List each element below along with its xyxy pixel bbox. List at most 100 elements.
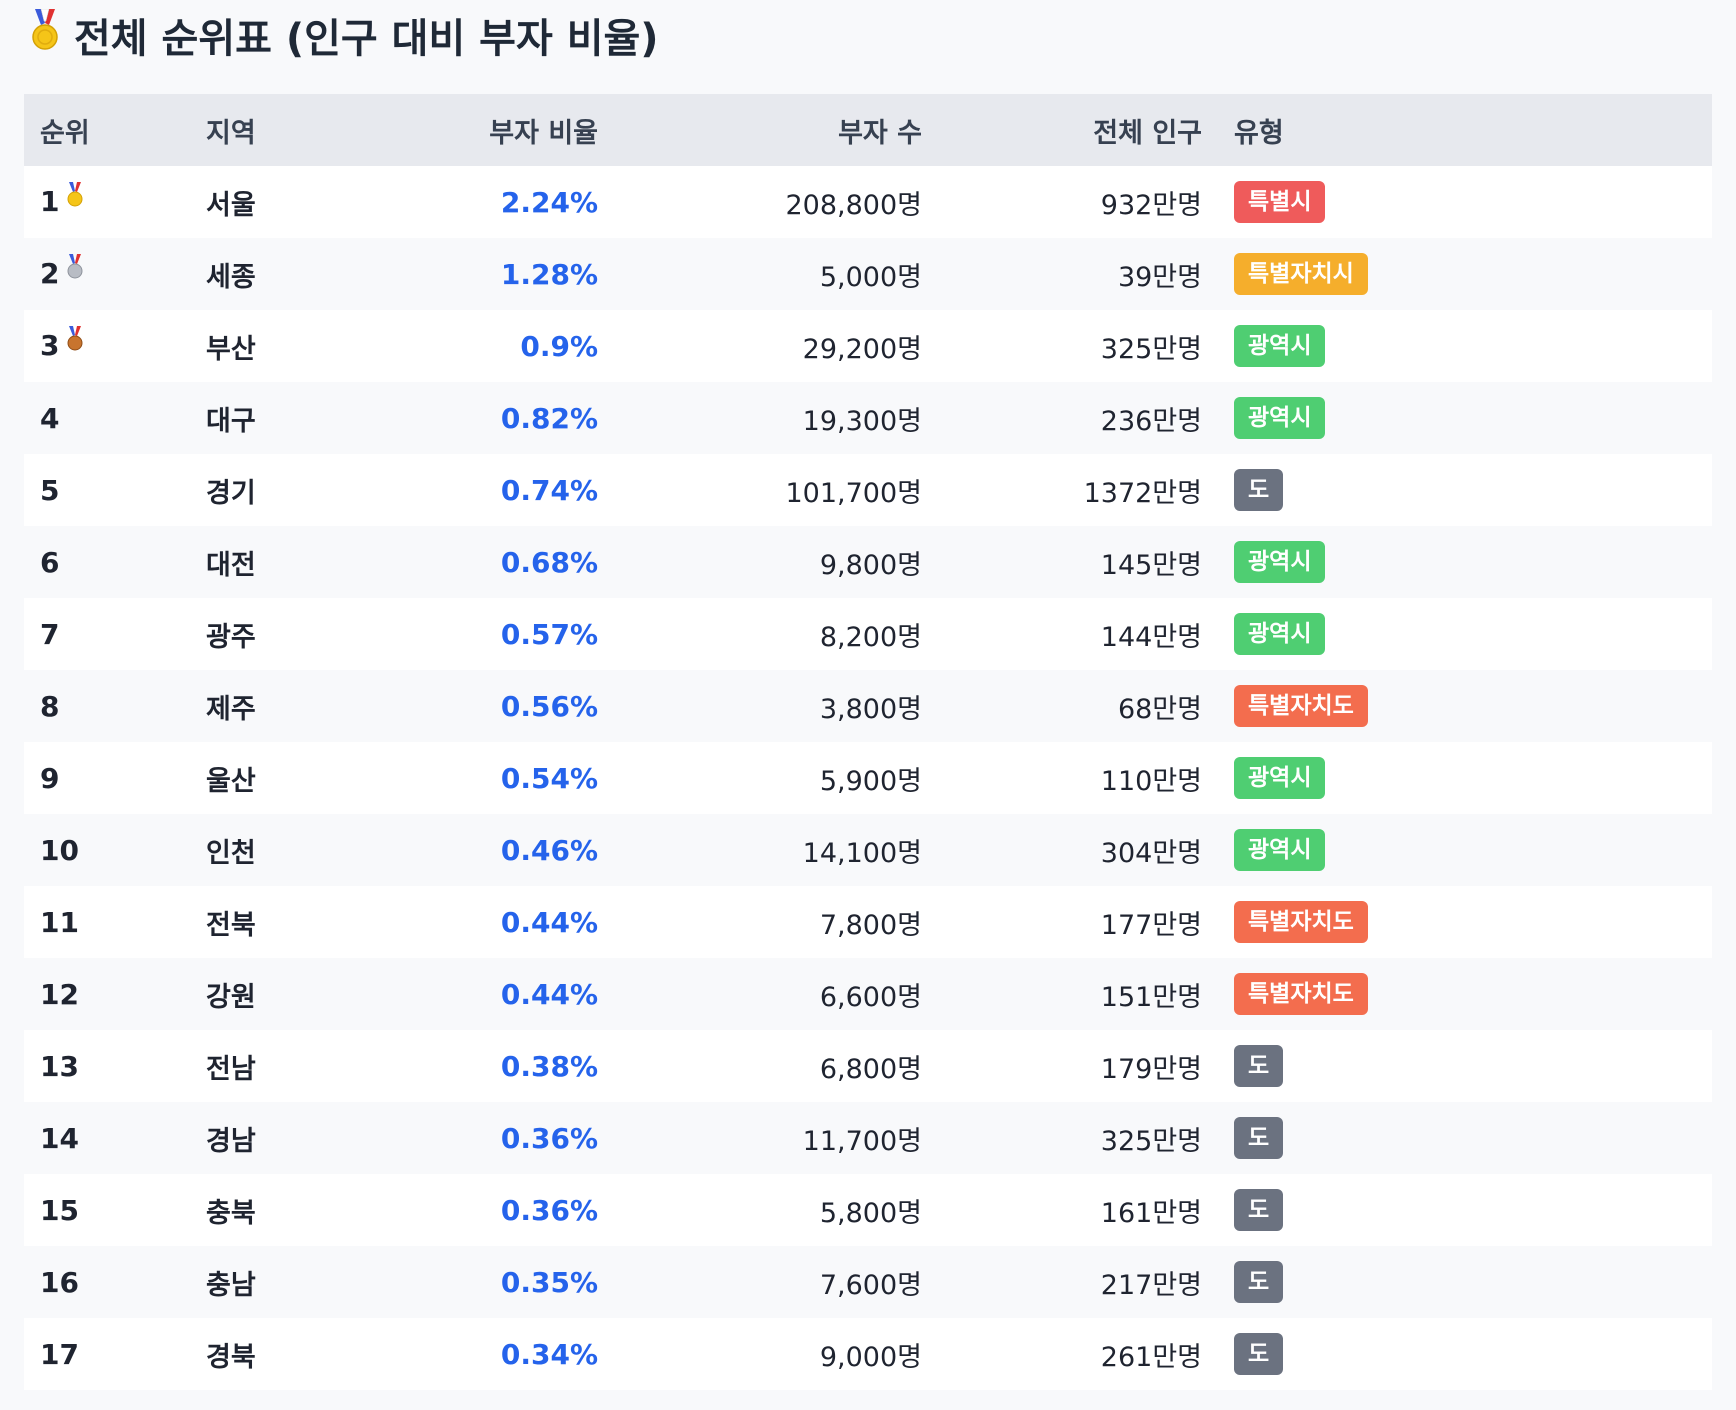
- rank-number: 15: [40, 1193, 79, 1227]
- type-badge: 도: [1234, 1333, 1284, 1375]
- bronze-medal-icon: [67, 326, 83, 359]
- type-badge: 도: [1234, 1189, 1284, 1231]
- rich-count-cell: 6,600명: [819, 981, 922, 1013]
- table-row[interactable]: 12 강원 0.44% 6,600명 151만명 특별자치도: [24, 958, 1712, 1030]
- rank-cell: 6: [24, 526, 190, 598]
- population-cell: 236만명: [1100, 405, 1202, 437]
- type-cell: 도: [1218, 1246, 1712, 1318]
- table-row[interactable]: 2 세종 1.28% 5,000명 39만명 특별자치시: [24, 238, 1712, 310]
- type-badge: 특별자치도: [1234, 973, 1368, 1015]
- ratio-cell: 1.28%: [500, 257, 598, 291]
- rank-cell: 12: [24, 958, 190, 1030]
- rich-count-cell: 7,600명: [819, 1269, 922, 1301]
- ratio-cell: 0.82%: [500, 401, 598, 435]
- col-header-type[interactable]: 유형: [1234, 117, 1284, 149]
- gold-medal-icon: [67, 182, 83, 215]
- type-cell: 도: [1218, 1102, 1712, 1174]
- col-header-ratio[interactable]: 부자 비율: [489, 117, 598, 149]
- population-cell: 325만명: [1100, 1125, 1202, 1157]
- table-row[interactable]: 15 충북 0.36% 5,800명 161만명 도: [24, 1174, 1712, 1246]
- population-cell: 151만명: [1100, 981, 1202, 1013]
- rank-number: 4: [40, 401, 60, 435]
- table-row[interactable]: 14 경남 0.36% 11,700명 325만명 도: [24, 1102, 1712, 1174]
- region-cell: 인천: [206, 837, 256, 869]
- rank-cell: 11: [24, 886, 190, 958]
- rank-cell: 1: [24, 166, 190, 238]
- col-header-region[interactable]: 지역: [206, 117, 256, 149]
- population-cell: 110만명: [1100, 765, 1202, 797]
- rank-cell: 8: [24, 670, 190, 742]
- ratio-cell: 2.24%: [500, 185, 598, 219]
- type-badge: 광역시: [1234, 613, 1326, 655]
- population-cell: 39만명: [1117, 261, 1202, 293]
- rich-count-cell: 6,800명: [819, 1053, 922, 1085]
- region-cell: 부산: [206, 333, 256, 365]
- ratio-cell: 0.44%: [500, 977, 598, 1011]
- col-header-rich[interactable]: 부자 수: [838, 117, 922, 149]
- type-cell: 광역시: [1218, 742, 1712, 814]
- rank-number: 9: [40, 761, 60, 795]
- ratio-cell: 0.57%: [500, 617, 598, 651]
- rank-number: 11: [40, 905, 79, 939]
- table-row[interactable]: 4 대구 0.82% 19,300명 236만명 광역시: [24, 382, 1712, 454]
- type-badge: 광역시: [1234, 829, 1326, 871]
- ratio-cell: 0.44%: [500, 905, 598, 939]
- region-cell: 경기: [206, 477, 256, 509]
- region-cell: 광주: [206, 621, 256, 653]
- table-row[interactable]: 9 울산 0.54% 5,900명 110만명 광역시: [24, 742, 1712, 814]
- type-cell: 광역시: [1218, 526, 1712, 598]
- rank-cell: 17: [24, 1318, 190, 1390]
- region-cell: 충북: [206, 1197, 256, 1229]
- table-row[interactable]: 6 대전 0.68% 9,800명 145만명 광역시: [24, 526, 1712, 598]
- type-badge: 도: [1234, 469, 1284, 511]
- type-cell: 광역시: [1218, 310, 1712, 382]
- type-cell: 특별자치도: [1218, 958, 1712, 1030]
- rank-number: 3: [40, 328, 60, 362]
- rank-number: 5: [40, 473, 60, 507]
- region-cell: 경남: [206, 1125, 256, 1157]
- rank-number: 1: [40, 184, 60, 218]
- rich-count-cell: 11,700명: [802, 1125, 922, 1157]
- table-row[interactable]: 3 부산 0.9% 29,200명 325만명 광역시: [24, 310, 1712, 382]
- type-badge: 광역시: [1234, 541, 1326, 583]
- rank-cell: 7: [24, 598, 190, 670]
- table-header-row: 순위 지역 부자 비율 부자 수 전체 인구 유형: [24, 94, 1712, 166]
- table-row[interactable]: 5 경기 0.74% 101,700명 1372만명 도: [24, 454, 1712, 526]
- type-cell: 광역시: [1218, 814, 1712, 886]
- table-row[interactable]: 13 전남 0.38% 6,800명 179만명 도: [24, 1030, 1712, 1102]
- col-header-rank[interactable]: 순위: [40, 117, 90, 149]
- type-badge: 광역시: [1234, 757, 1326, 799]
- type-badge: 특별자치시: [1234, 253, 1368, 295]
- region-cell: 세종: [206, 261, 256, 293]
- type-badge: 특별자치도: [1234, 685, 1368, 727]
- medal-icon: [30, 8, 60, 61]
- rich-count-cell: 3,800명: [819, 693, 922, 725]
- rank-cell: 16: [24, 1246, 190, 1318]
- table-row[interactable]: 16 충남 0.35% 7,600명 217만명 도: [24, 1246, 1712, 1318]
- rich-count-cell: 9,000명: [819, 1341, 922, 1373]
- ratio-cell: 0.35%: [500, 1265, 598, 1299]
- rank-cell: 13: [24, 1030, 190, 1102]
- population-cell: 161만명: [1100, 1197, 1202, 1229]
- population-cell: 325만명: [1100, 333, 1202, 365]
- table-row[interactable]: 8 제주 0.56% 3,800명 68만명 특별자치도: [24, 670, 1712, 742]
- table-row[interactable]: 7 광주 0.57% 8,200명 144만명 광역시: [24, 598, 1712, 670]
- rich-count-cell: 7,800명: [819, 909, 922, 941]
- population-cell: 179만명: [1100, 1053, 1202, 1085]
- table-row[interactable]: 10 인천 0.46% 14,100명 304만명 광역시: [24, 814, 1712, 886]
- region-cell: 강원: [206, 981, 256, 1013]
- type-badge: 도: [1234, 1261, 1284, 1303]
- region-cell: 대구: [206, 405, 256, 437]
- population-cell: 261만명: [1100, 1341, 1202, 1373]
- rank-cell: 9: [24, 742, 190, 814]
- type-cell: 광역시: [1218, 598, 1712, 670]
- rank-number: 7: [40, 617, 60, 651]
- table-row[interactable]: 17 경북 0.34% 9,000명 261만명 도: [24, 1318, 1712, 1390]
- table-row[interactable]: 11 전북 0.44% 7,800명 177만명 특별자치도: [24, 886, 1712, 958]
- table-row[interactable]: 1 서울 2.24% 208,800명 932만명 특별시: [24, 166, 1712, 238]
- population-cell: 177만명: [1100, 909, 1202, 941]
- rich-count-cell: 5,900명: [819, 765, 922, 797]
- population-cell: 145만명: [1100, 549, 1202, 581]
- col-header-population[interactable]: 전체 인구: [1093, 117, 1202, 149]
- rich-count-cell: 14,100명: [802, 837, 922, 869]
